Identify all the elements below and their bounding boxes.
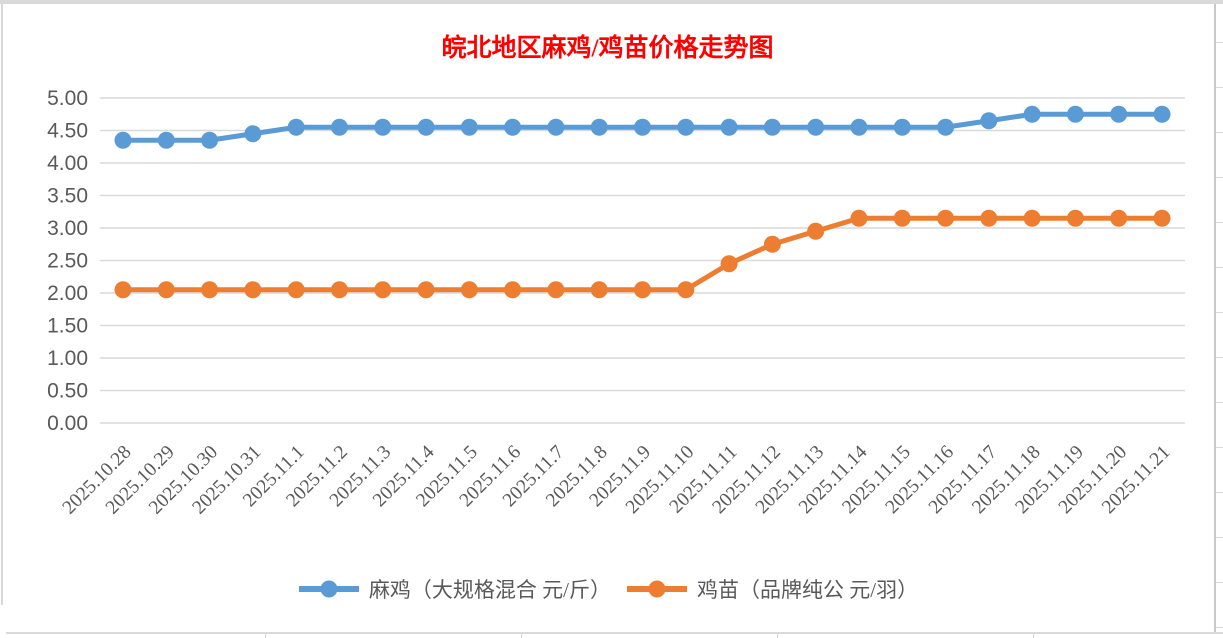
spreadsheet-row-border bbox=[1216, 267, 1223, 268]
data-point-series0-7 bbox=[417, 118, 435, 136]
legend-item-jimiao: 鸡苗（品牌纯公 元/羽） bbox=[625, 574, 918, 604]
data-point-series0-21 bbox=[1023, 105, 1041, 123]
plot-area[interactable]: 0.00 0.50 1.00 1.50 2.00 2.50 3.00 3.50 4.00 4.50… bbox=[0, 0, 1223, 575]
spreadsheet-row-border bbox=[1216, 582, 1223, 583]
data-point-series1-20 bbox=[980, 209, 998, 227]
data-point-series0-14 bbox=[720, 118, 738, 136]
data-point-series1-4 bbox=[287, 281, 305, 299]
spreadsheet-row-border bbox=[1216, 42, 1223, 43]
spreadsheet-column-border bbox=[1033, 634, 1034, 638]
data-point-series1-11 bbox=[590, 281, 608, 299]
spreadsheet-row-border bbox=[1216, 357, 1223, 358]
data-point-series0-20 bbox=[980, 112, 998, 130]
y-axis-label: 1.50 bbox=[47, 315, 88, 338]
data-point-series0-4 bbox=[287, 118, 305, 136]
spreadsheet-row-border bbox=[1216, 87, 1223, 88]
data-point-series1-21 bbox=[1023, 209, 1041, 227]
data-point-series0-23 bbox=[1110, 105, 1128, 123]
y-axis-label: 4.00 bbox=[47, 152, 88, 175]
data-point-series1-1 bbox=[157, 281, 175, 299]
data-point-series1-12 bbox=[634, 281, 651, 299]
data-point-series0-12 bbox=[634, 118, 651, 136]
spreadsheet-row-border bbox=[1216, 312, 1223, 313]
spreadsheet-left-border bbox=[1, 4, 3, 605]
data-point-series0-9 bbox=[504, 118, 522, 136]
data-point-series1-10 bbox=[547, 281, 565, 299]
y-axis-label: 1.00 bbox=[47, 347, 88, 370]
spreadsheet-column-border bbox=[521, 634, 522, 638]
data-point-series1-3 bbox=[244, 281, 262, 299]
y-axis-label: 2.50 bbox=[47, 250, 88, 273]
data-point-series0-17 bbox=[850, 118, 868, 136]
data-point-series1-23 bbox=[1110, 209, 1128, 227]
data-point-series0-11 bbox=[590, 118, 608, 136]
legend-line-marker-icon bbox=[627, 580, 687, 598]
spreadsheet-column-border bbox=[777, 634, 778, 638]
data-point-series1-18 bbox=[893, 209, 911, 227]
data-point-series0-2 bbox=[201, 131, 219, 149]
data-point-series0-0 bbox=[114, 131, 132, 149]
chart-title: 皖北地区麻鸡/鸡苗价格走势图 bbox=[441, 35, 774, 62]
legend-item-mahen: 麻鸡（大规格混合 元/斤） bbox=[297, 574, 611, 604]
data-point-series0-13 bbox=[677, 118, 695, 136]
data-point-series0-1 bbox=[157, 131, 175, 149]
spreadsheet-row-border bbox=[1216, 402, 1223, 403]
data-point-series0-22 bbox=[1066, 105, 1084, 123]
legend-label-mahen: 麻鸡（大规格混合 元/斤） bbox=[368, 578, 611, 602]
spreadsheet-row-border bbox=[1216, 537, 1223, 538]
data-point-series1-0 bbox=[114, 281, 132, 299]
spreadsheet-right-border bbox=[1214, 4, 1216, 633]
spreadsheet-column-border bbox=[265, 634, 266, 638]
data-point-series0-5 bbox=[330, 118, 348, 136]
data-point-series1-14 bbox=[720, 255, 738, 273]
y-axis-label: 0.00 bbox=[47, 412, 88, 435]
data-point-series1-16 bbox=[807, 222, 825, 240]
data-point-series1-2 bbox=[201, 281, 219, 299]
data-point-series1-9 bbox=[504, 281, 522, 299]
data-point-series1-24 bbox=[1153, 209, 1171, 227]
legend-line-marker-icon bbox=[298, 580, 359, 598]
legend-label-jimiao: 鸡苗（品牌纯公 元/羽） bbox=[697, 578, 919, 602]
spreadsheet-row-border bbox=[1216, 177, 1223, 178]
data-point-series1-6 bbox=[374, 281, 392, 299]
y-axis-label: 2.00 bbox=[47, 282, 88, 305]
data-point-series0-8 bbox=[460, 118, 478, 136]
data-point-series1-7 bbox=[417, 281, 435, 299]
chart-legend: 麻鸡（大规格混合 元/斤） 鸡苗（品牌纯公 元/羽） bbox=[0, 574, 1215, 604]
data-point-series1-19 bbox=[937, 209, 955, 227]
y-axis-label: 5.00 bbox=[47, 87, 88, 110]
series-line-1 bbox=[123, 215, 1162, 293]
y-axis-label: 3.50 bbox=[47, 185, 88, 208]
spreadsheet-top-border bbox=[0, 0, 1223, 4]
data-point-series0-19 bbox=[937, 118, 955, 136]
data-point-series0-3 bbox=[244, 125, 262, 143]
spreadsheet-row-border bbox=[1216, 222, 1223, 223]
data-point-series1-22 bbox=[1066, 209, 1084, 227]
y-axis-label: 0.50 bbox=[47, 380, 88, 403]
spreadsheet-row-border bbox=[1216, 492, 1223, 493]
data-point-series0-6 bbox=[374, 118, 392, 136]
data-point-series0-18 bbox=[893, 118, 911, 136]
spreadsheet-row-border bbox=[1216, 627, 1223, 628]
spreadsheet-row-border bbox=[1216, 447, 1223, 448]
data-point-series0-24 bbox=[1153, 105, 1171, 123]
data-point-series0-10 bbox=[547, 118, 565, 136]
y-axis-label: 4.50 bbox=[47, 120, 88, 143]
y-axis-label: 3.00 bbox=[47, 217, 88, 240]
data-point-series1-8 bbox=[460, 281, 478, 299]
data-point-series0-16 bbox=[807, 118, 825, 136]
data-point-series1-13 bbox=[677, 281, 695, 299]
spreadsheet-bottom-border bbox=[6, 632, 1223, 634]
spreadsheet-row-border bbox=[1216, 132, 1223, 133]
data-point-series1-5 bbox=[330, 281, 348, 299]
data-point-series1-17 bbox=[850, 209, 868, 227]
data-point-series1-15 bbox=[763, 235, 781, 253]
data-point-series0-15 bbox=[763, 118, 781, 136]
